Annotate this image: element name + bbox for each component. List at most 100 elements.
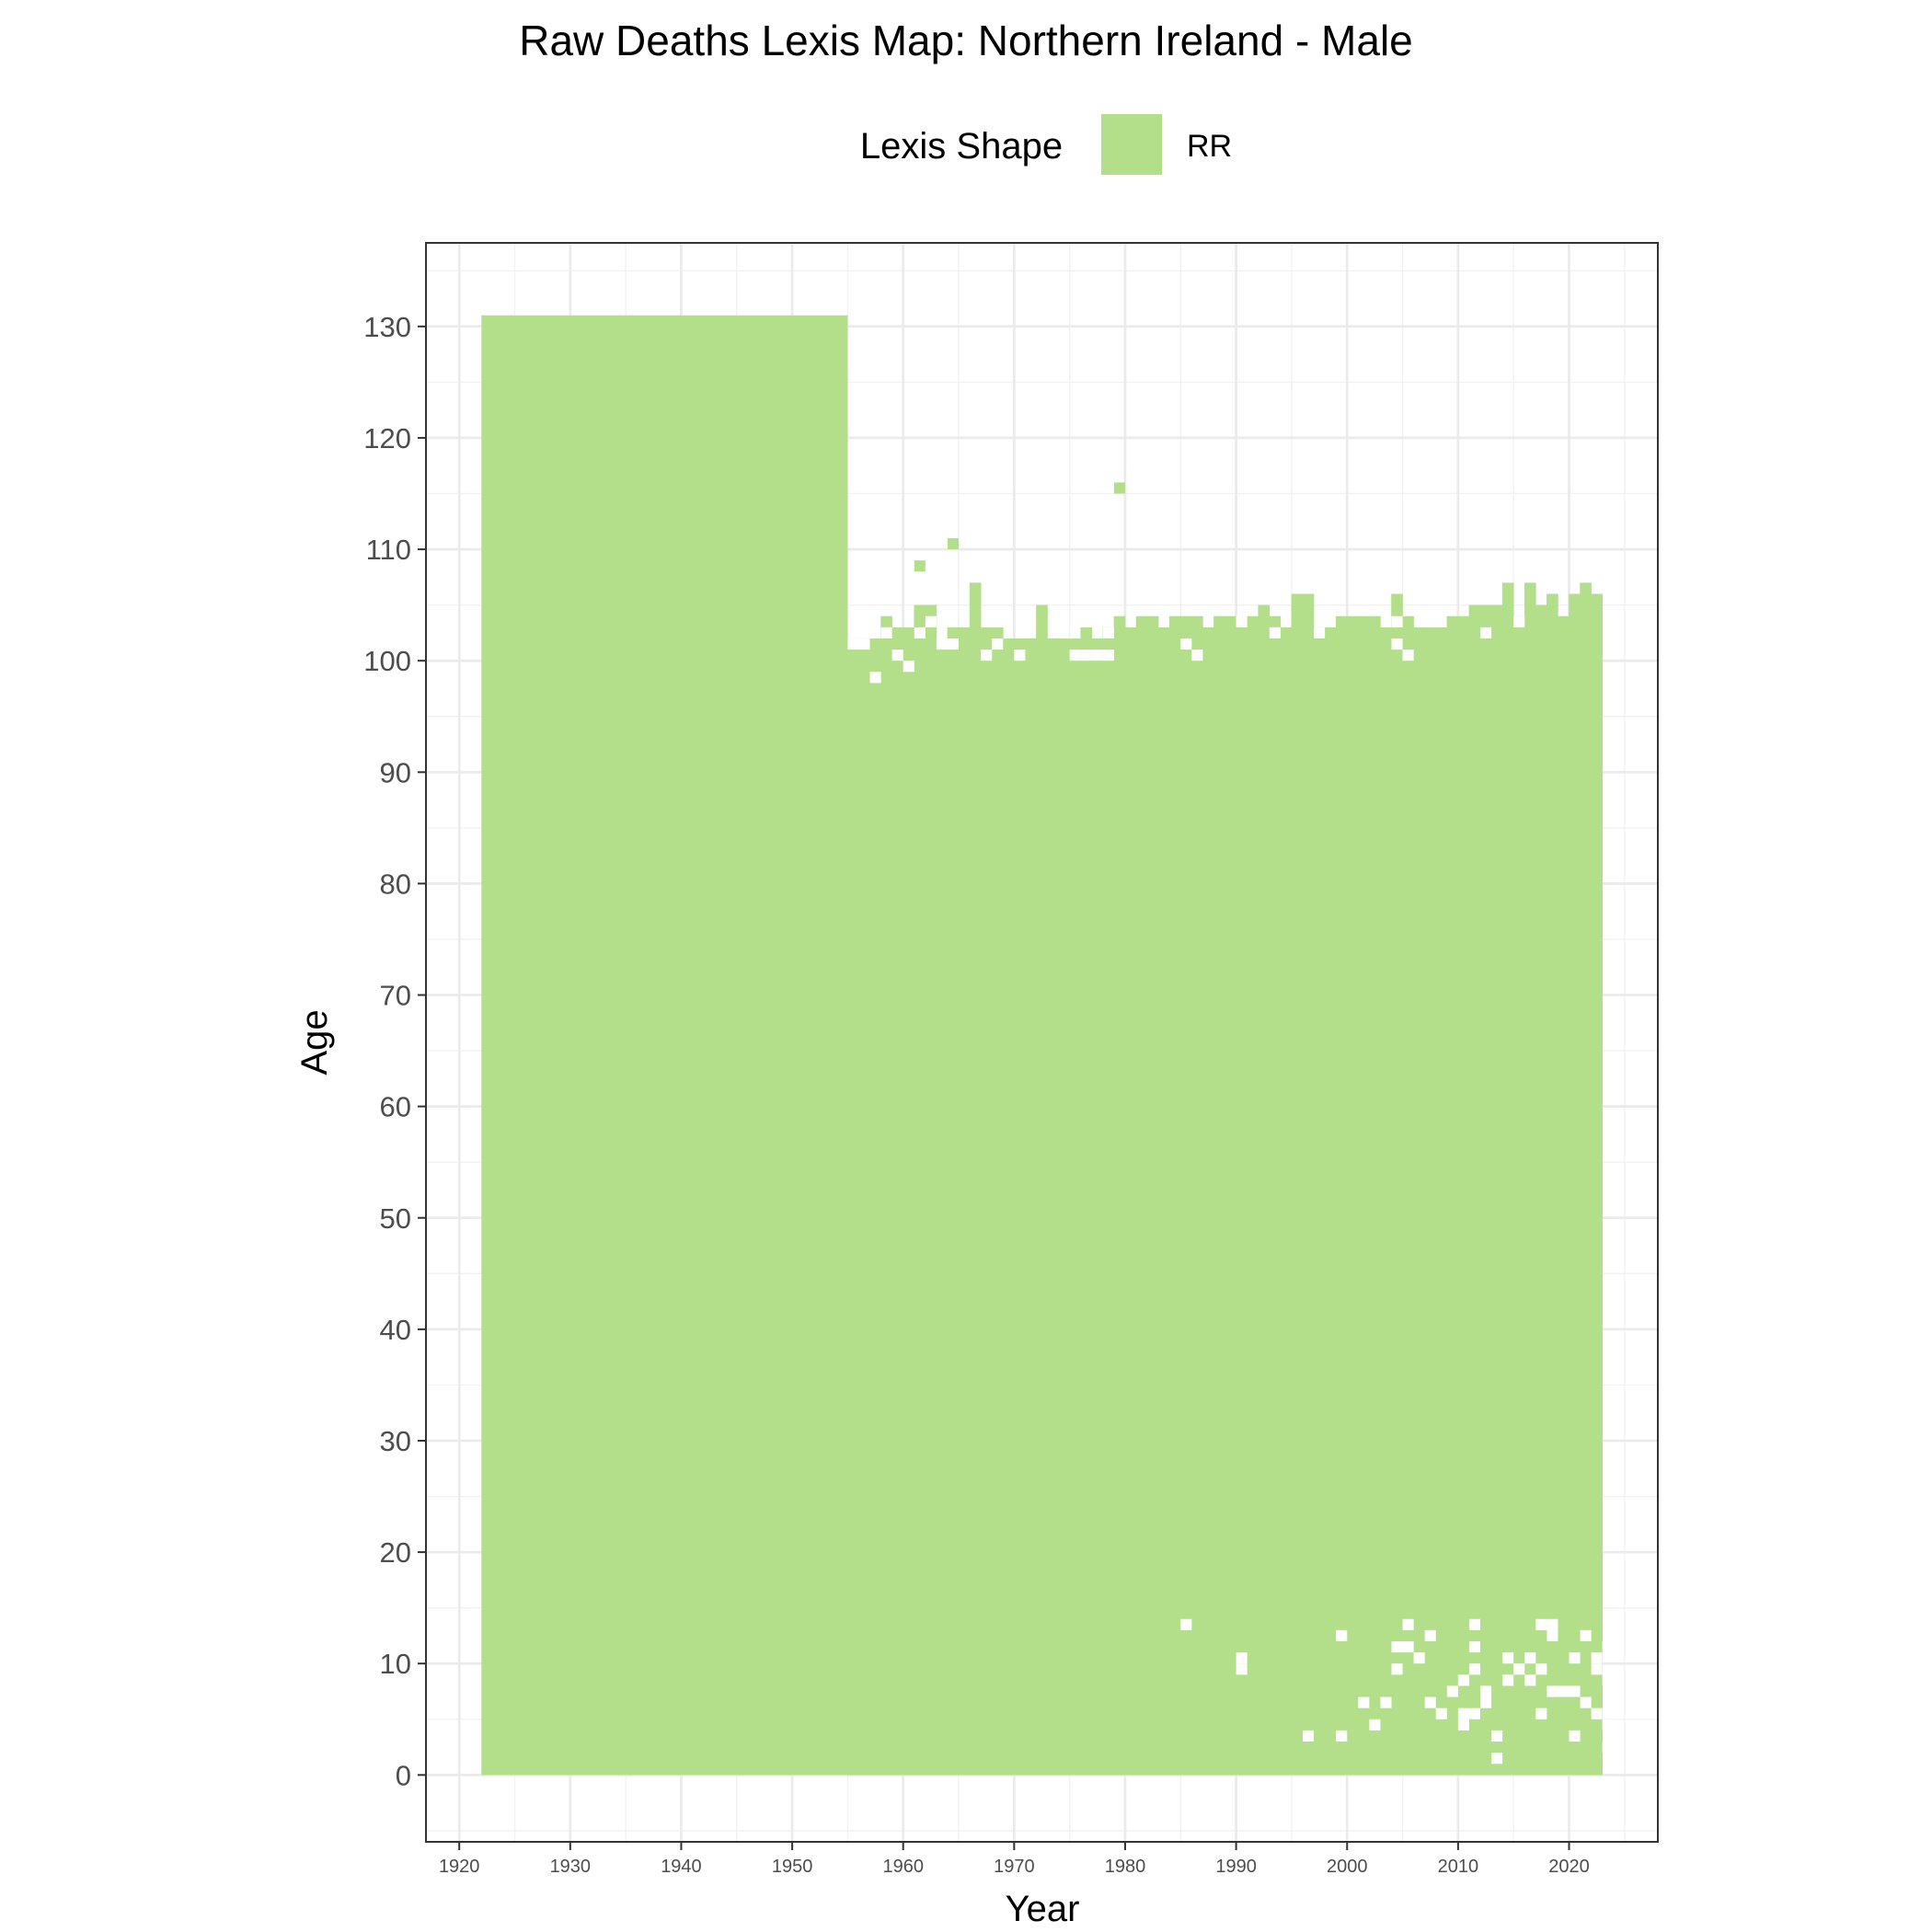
empty-cell	[847, 638, 859, 650]
lexis-year-column	[1080, 627, 1093, 1776]
empty-cell	[1402, 1640, 1414, 1653]
empty-cell	[1491, 1753, 1503, 1765]
empty-cell	[1402, 650, 1414, 661]
lexis-year-column	[1113, 615, 1126, 1776]
lexis-year-column	[1047, 638, 1059, 1776]
empty-cell	[1468, 1663, 1480, 1675]
lexis-year-column	[958, 627, 971, 1776]
empty-cell	[1547, 1685, 1558, 1697]
empty-cell	[1391, 1663, 1403, 1675]
lexis-year-column	[1446, 615, 1459, 1776]
empty-cell	[1302, 1730, 1315, 1742]
x-tick-label: 1950	[772, 1857, 813, 1877]
lexis-year-column	[1468, 604, 1481, 1776]
empty-cell	[1547, 1618, 1558, 1630]
x-tick-label: 1930	[550, 1857, 592, 1877]
empty-cell	[1424, 1696, 1436, 1708]
lexis-cell	[1113, 482, 1125, 494]
empty-cell	[1491, 1730, 1503, 1742]
empty-cell	[1336, 1730, 1348, 1742]
empty-cell	[1569, 1685, 1581, 1697]
legend-title: Lexis Shape	[860, 126, 1063, 167]
lexis-year-column	[1435, 627, 1448, 1776]
lexis-year-column	[1369, 615, 1381, 1776]
lexis-year-column	[1501, 582, 1514, 1776]
lexis-cell	[947, 537, 960, 550]
y-tick-label: 80	[380, 868, 411, 900]
empty-cell	[1336, 1629, 1348, 1641]
empty-cell	[1591, 1708, 1603, 1719]
lexis-year-column	[1391, 593, 1403, 1776]
lexis-year-column	[1058, 638, 1070, 1776]
lexis-year-column	[1002, 638, 1015, 1776]
empty-cell	[1602, 1640, 1614, 1653]
axes: 1920 1930 1940 1950 1960 1970 1980 1990 2000 2010…	[363, 311, 1589, 1877]
x-axis-title: Year	[1006, 1889, 1080, 1929]
empty-cell	[1269, 627, 1281, 638]
empty-cell	[1191, 650, 1203, 661]
lexis-year-column	[947, 627, 960, 1776]
empty-cell	[1457, 1708, 1469, 1719]
empty-cell	[981, 650, 993, 661]
empty-cell	[914, 627, 926, 638]
empty-cell	[1479, 627, 1492, 638]
empty-cell	[1402, 1618, 1414, 1630]
lexis-year-column	[1291, 593, 1304, 1776]
legend: Lexis Shape RR	[860, 114, 1232, 175]
empty-cell	[1180, 1618, 1192, 1630]
legend-label-rr: RR	[1187, 129, 1232, 164]
lexis-year-column	[1580, 582, 1592, 1776]
lexis-year-column	[1512, 615, 1525, 1776]
empty-cell	[1391, 638, 1403, 650]
empty-cell	[1602, 1741, 1614, 1754]
lexis-year-column	[1036, 604, 1048, 1776]
empty-cell	[1236, 1663, 1248, 1675]
x-tick-label: 1970	[994, 1857, 1035, 1877]
x-tick-label: 2010	[1438, 1857, 1479, 1877]
lexis-year-column	[1225, 615, 1236, 1776]
lexis-year-column	[1346, 615, 1359, 1776]
lexis-cell	[970, 582, 982, 594]
lexis-year-column	[1302, 593, 1315, 1776]
lexis-cell	[914, 560, 926, 572]
lexis-year-column	[1014, 650, 1026, 1776]
empty-cell	[1457, 1719, 1469, 1731]
empty-cell	[891, 650, 903, 661]
lexis-year-column	[1380, 627, 1392, 1776]
lexis-year-column	[1535, 604, 1547, 1776]
empty-cell	[1102, 650, 1114, 661]
y-tick-label: 0	[396, 1759, 411, 1791]
lexis-year-column	[1146, 615, 1159, 1776]
empty-cell	[858, 638, 870, 650]
empty-cell	[880, 627, 892, 638]
x-tick-label: 1990	[1215, 1857, 1257, 1877]
lexis-year-column	[1269, 615, 1282, 1776]
data-cells	[481, 315, 1614, 1776]
empty-cell	[1069, 650, 1081, 661]
empty-cell	[1236, 615, 1248, 627]
lexis-year-column	[1179, 615, 1192, 1776]
lexis-year-column	[869, 650, 881, 1776]
lexis-year-column	[1591, 593, 1603, 1776]
empty-cell	[1102, 627, 1114, 638]
lexis-year-column	[1324, 627, 1337, 1776]
lexis-year-column	[1258, 604, 1271, 1776]
lexis-year-column	[1102, 627, 1115, 1776]
lexis-year-column	[1357, 615, 1370, 1776]
empty-cell	[1468, 1618, 1480, 1630]
y-tick-label: 110	[366, 534, 411, 566]
empty-cell	[1091, 650, 1103, 661]
empty-cell	[1602, 1719, 1614, 1731]
empty-cell	[869, 672, 881, 684]
empty-cell	[936, 638, 948, 650]
lexis-year-column	[1479, 604, 1492, 1776]
lexis-year-column	[914, 604, 926, 1776]
empty-cell	[1479, 1696, 1492, 1708]
empty-cell	[1558, 1685, 1570, 1697]
empty-cell	[1413, 1652, 1425, 1664]
lexis-year-column	[903, 627, 915, 1776]
lexis-year-column	[1247, 615, 1259, 1776]
lexis-year-column	[1490, 604, 1503, 1776]
lexis-year-column	[1558, 615, 1570, 1776]
empty-cell	[1457, 1674, 1469, 1686]
